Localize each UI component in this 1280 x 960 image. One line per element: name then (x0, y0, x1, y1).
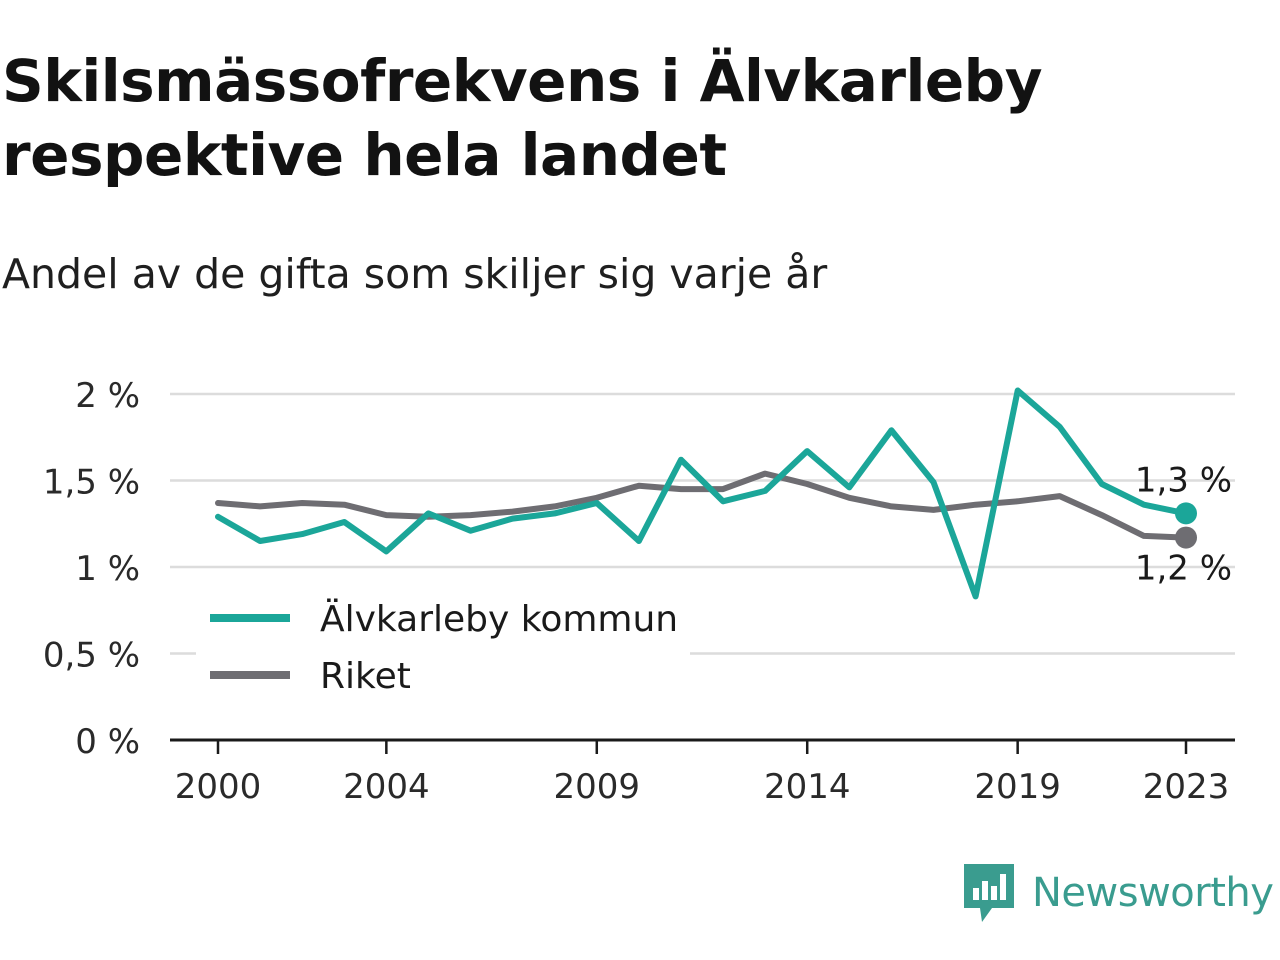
end-point-riket (1175, 526, 1197, 549)
series-line-alvkarleby (215, 387, 1189, 600)
end-label-alvkarleby: 1,3 % (1135, 460, 1232, 500)
brand-name: Newsworthy (1032, 870, 1274, 916)
chart-title: Skilsmässofrekvens i Älvkarleby respekti… (2, 47, 1043, 189)
legend-label-riket: Riket (320, 656, 411, 697)
end-point-alvkarleby (1175, 502, 1197, 525)
chart-subtitle: Andel av de gifta som skiljer sig varje … (2, 250, 828, 298)
x-tick-label: 2023 (1143, 767, 1230, 807)
y-tick-label: 1 % (75, 549, 140, 589)
legend-label-alvkarleby: Älvkarleby kommun (320, 598, 678, 640)
y-tick-label: 2 % (75, 376, 140, 416)
x-tick-label: 2019 (974, 767, 1061, 807)
x-tick-label: 2004 (343, 767, 430, 807)
series-line-riket (215, 470, 1189, 541)
end-label-riket: 1,2 % (1135, 549, 1232, 589)
x-tick-label: 2000 (175, 767, 262, 807)
newsworthy-logo-icon (964, 864, 1014, 922)
y-tick-label: 0 % (75, 722, 140, 762)
y-tick-label: 1,5 % (43, 463, 140, 503)
legend-background (196, 588, 690, 706)
y-tick-label: 0,5 % (43, 636, 140, 676)
x-tick-label: 2009 (554, 767, 641, 807)
x-tick-label: 2014 (764, 767, 851, 807)
brand: Newsworthy (962, 862, 1274, 924)
